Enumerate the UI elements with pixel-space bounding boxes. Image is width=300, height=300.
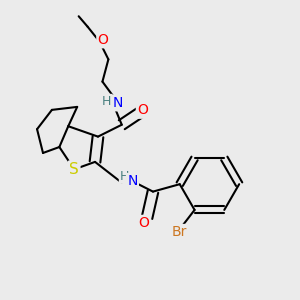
Text: Br: Br bbox=[172, 225, 188, 239]
Text: H: H bbox=[102, 95, 112, 108]
Text: O: O bbox=[137, 103, 148, 118]
Text: O: O bbox=[98, 33, 109, 47]
Text: H: H bbox=[120, 170, 129, 183]
Text: N: N bbox=[127, 174, 138, 188]
Text: S: S bbox=[69, 162, 79, 177]
Text: N: N bbox=[113, 96, 123, 110]
Text: O: O bbox=[139, 216, 149, 230]
